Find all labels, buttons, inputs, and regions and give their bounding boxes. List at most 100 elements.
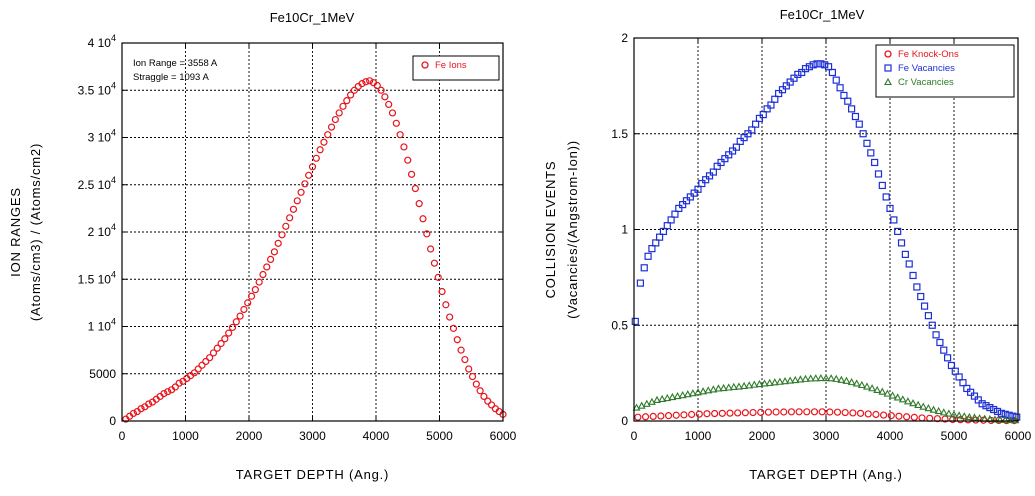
data-point — [688, 389, 697, 397]
data-point — [997, 409, 1005, 417]
legend-marker — [884, 50, 892, 58]
data-point — [636, 279, 645, 287]
data-point — [847, 377, 856, 386]
data-point — [339, 102, 347, 110]
data-point — [818, 408, 826, 416]
data-point — [270, 248, 278, 256]
legend-marker — [884, 77, 892, 86]
legend-box — [412, 55, 500, 81]
data-point — [263, 263, 271, 271]
legend-label: Fe Vacancies — [898, 63, 955, 74]
data-point — [721, 155, 729, 163]
y-tick-label: 2 — [621, 31, 628, 45]
data-point — [316, 146, 324, 154]
data-point — [683, 390, 692, 398]
data-point — [901, 250, 909, 258]
data-point — [453, 336, 461, 344]
data-point — [442, 301, 450, 309]
data-point — [787, 408, 796, 416]
data-point — [724, 383, 733, 391]
x-tick-label: 0 — [119, 429, 126, 443]
data-point — [849, 409, 857, 417]
data-point — [786, 78, 794, 86]
data-point — [744, 130, 752, 138]
data-point — [786, 376, 795, 384]
data-point — [871, 158, 879, 167]
data-point — [950, 410, 958, 418]
x-tick-label: 2000 — [236, 429, 263, 443]
data-point — [679, 201, 687, 209]
data-point — [407, 170, 416, 178]
data-point — [895, 412, 903, 420]
data-point — [974, 396, 982, 404]
data-point — [811, 374, 820, 382]
data-point — [982, 402, 990, 410]
data-point — [740, 381, 749, 390]
data-point — [461, 355, 469, 364]
data-point — [796, 375, 805, 383]
data-point — [682, 197, 691, 205]
data-point — [652, 239, 660, 247]
series-fe-vacancies — [631, 60, 1021, 421]
data-point — [798, 68, 806, 77]
plot-frame — [633, 37, 1019, 422]
data-point — [863, 382, 871, 390]
data-point — [648, 245, 656, 253]
data-point — [415, 200, 423, 208]
data-point — [894, 227, 902, 236]
data-point — [827, 374, 836, 382]
data-point — [791, 375, 800, 384]
data-point — [772, 408, 780, 416]
data-point — [698, 179, 706, 188]
data-point — [145, 400, 153, 408]
data-point — [841, 408, 849, 417]
data-point — [890, 216, 898, 224]
data-point — [749, 408, 757, 417]
y-tick-label: 3 104 — [88, 128, 116, 145]
data-point — [775, 377, 784, 385]
data-point — [993, 407, 1002, 416]
data-point — [955, 373, 963, 381]
data-point — [959, 379, 967, 387]
data-point — [217, 339, 225, 348]
y-tick-label: 2 104 — [88, 222, 116, 239]
data-point — [305, 171, 313, 179]
data-point — [366, 77, 374, 85]
data-point — [668, 392, 677, 401]
y-tick-label: 1.5 — [611, 127, 628, 141]
legend-label: Fe Knock-Ons — [898, 49, 959, 60]
data-point — [419, 215, 427, 223]
data-point — [978, 400, 986, 408]
data-point — [751, 120, 760, 128]
data-point — [748, 126, 756, 134]
data-point — [887, 412, 895, 420]
data-point — [833, 408, 842, 416]
data-point — [919, 402, 928, 410]
data-point — [963, 384, 971, 393]
y-axis-title: (Atoms/cm3) / (Atoms/cm2) — [28, 143, 43, 321]
data-point — [657, 412, 665, 420]
data-point — [484, 397, 492, 405]
data-point — [939, 408, 948, 416]
data-point — [897, 239, 906, 247]
data-point — [472, 380, 480, 388]
data-point — [694, 388, 702, 396]
data-point — [755, 114, 764, 123]
data-point — [842, 376, 851, 384]
data-point — [770, 378, 779, 386]
data-point — [190, 369, 198, 377]
data-point — [855, 120, 863, 128]
data-point — [373, 81, 381, 90]
data-point — [358, 80, 366, 88]
legend-marker — [421, 61, 429, 69]
data-point — [663, 393, 672, 402]
data-point — [790, 74, 798, 82]
y-axis-title: ION RANGES — [8, 187, 23, 277]
data-point — [718, 409, 726, 417]
data-point — [709, 168, 717, 176]
data-point — [713, 162, 721, 170]
data-point — [324, 131, 332, 139]
data-point — [702, 176, 710, 184]
data-point — [704, 386, 713, 394]
data-point — [1001, 415, 1010, 423]
